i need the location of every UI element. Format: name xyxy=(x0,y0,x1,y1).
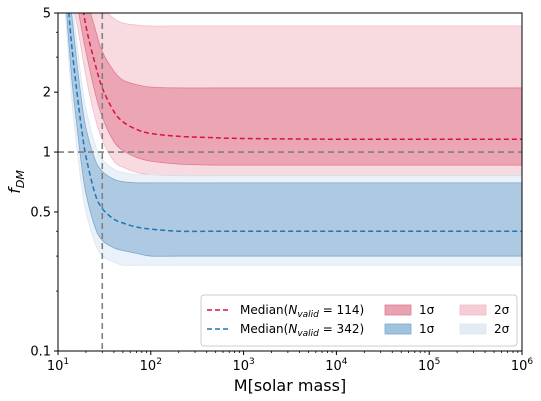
y-axis: 0.1 0.5 1 2 5 xyxy=(30,7,58,360)
blue-one-sigma-legend-label: 1σ xyxy=(419,322,435,336)
y-axis-label: fDM xyxy=(5,170,27,194)
red-one-sigma-legend-swatch xyxy=(384,304,412,316)
red-one-sigma-band xyxy=(78,13,522,166)
x-tick-label: 103 xyxy=(232,357,254,374)
blue-two-sigma-legend-label: 2σ xyxy=(494,322,510,336)
red-two-sigma-legend-swatch xyxy=(459,304,487,316)
x-tick-label: 101 xyxy=(47,357,69,374)
y-tick-label: 2 xyxy=(43,86,51,101)
y-tick-label: 5 xyxy=(43,7,51,22)
blue-median-line xyxy=(68,13,522,233)
x-tick-label: 102 xyxy=(140,357,162,374)
red-median-legend-label: Median(Nvalid = 114) xyxy=(240,303,364,320)
red-two-sigma-legend-label: 2σ xyxy=(494,303,510,317)
x-axis: 101 102 103 104 105 106 xyxy=(47,351,534,374)
red-median-line xyxy=(82,13,522,141)
plot-frame xyxy=(57,12,523,352)
median-lines xyxy=(68,13,522,233)
blue-one-sigma-legend-swatch xyxy=(384,323,412,335)
x-tick-label: 104 xyxy=(325,357,348,374)
blue-two-sigma-legend-swatch xyxy=(459,323,487,335)
y-tick-label: 0.5 xyxy=(30,205,51,220)
red-one-sigma-legend-label: 1σ xyxy=(419,303,435,317)
x-axis-label: M[solar mass] xyxy=(234,376,346,395)
y-tick-label: 0.1 xyxy=(30,345,51,360)
reference-lines xyxy=(58,13,522,351)
x-tick-label: 106 xyxy=(511,357,534,374)
x-tick-label: 105 xyxy=(418,357,440,374)
blue-median-legend-label: Median(Nvalid = 342) xyxy=(240,322,364,339)
legend: Median(Nvalid = 114) 1σ 2σ Median(Nvalid = … xyxy=(200,294,518,347)
y-tick-label: 1 xyxy=(43,146,51,161)
legend-frame xyxy=(200,294,518,347)
